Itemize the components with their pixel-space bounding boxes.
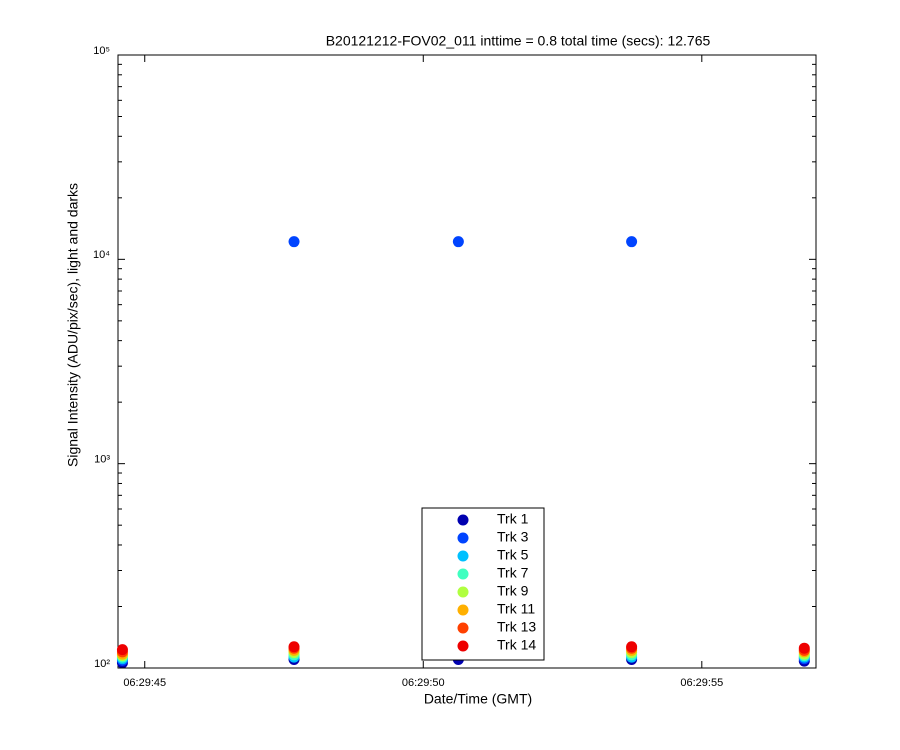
data-point — [288, 641, 300, 653]
legend-marker — [457, 514, 469, 526]
y-tick-label: 10² — [94, 658, 110, 670]
legend-label: Trk 7 — [497, 565, 529, 581]
legend-marker — [457, 550, 469, 562]
data-point — [626, 236, 638, 248]
legend-label: Trk 14 — [497, 637, 536, 653]
data-point — [798, 642, 810, 654]
data-point — [116, 644, 128, 656]
y-tick-label: 10⁵ — [93, 45, 110, 57]
legend-label: Trk 13 — [497, 619, 536, 635]
legend-label: Trk 5 — [497, 547, 529, 563]
x-tick-label: 06:29:45 — [123, 677, 166, 689]
y-tick-label: 10⁴ — [93, 249, 110, 261]
legend-label: Trk 1 — [497, 511, 529, 527]
legend-label: Trk 3 — [497, 529, 529, 545]
legend-marker — [457, 568, 469, 580]
legend: Trk 1 Trk 3 Trk 5 Trk 7 Trk 9 Trk 11 Trk 13 Trk… — [421, 507, 545, 661]
legend-marker — [457, 640, 469, 652]
legend-marker — [457, 532, 469, 544]
x-tick-label: 06:29:55 — [680, 677, 723, 689]
legend-marker — [457, 604, 469, 616]
y-tick-label: 10³ — [94, 454, 110, 466]
legend-label: Trk 11 — [497, 601, 535, 617]
data-point — [288, 236, 300, 248]
legend-marker — [457, 622, 469, 634]
x-tick-label: 06:29:50 — [402, 677, 445, 689]
legend-box — [421, 507, 545, 661]
x-axis-label: Date/Time (GMT) — [424, 691, 532, 707]
data-point — [452, 236, 464, 248]
chart-title: B20121212-FOV02_011 inttime = 0.8 total … — [326, 33, 711, 49]
legend-label: Trk 9 — [497, 583, 529, 599]
y-axis-label: Signal Intensity (ADU/pix/sec), light an… — [65, 183, 81, 467]
legend-marker — [457, 586, 469, 598]
data-point — [626, 641, 638, 653]
